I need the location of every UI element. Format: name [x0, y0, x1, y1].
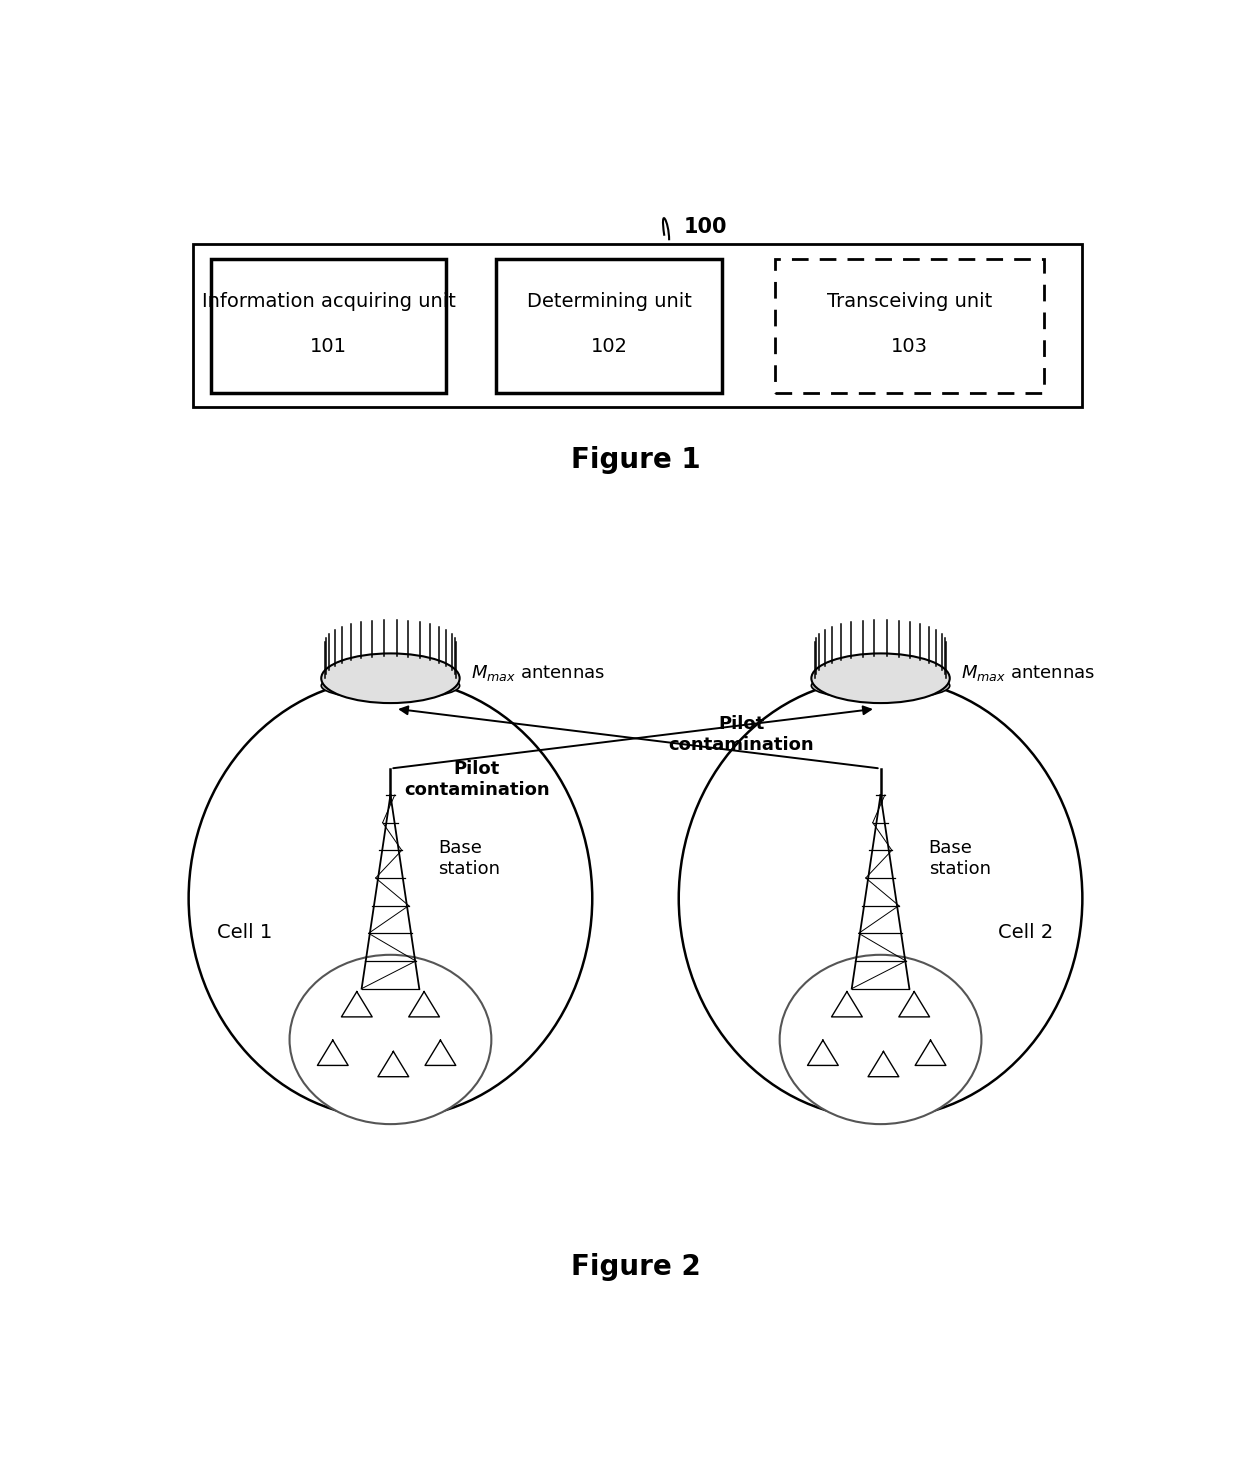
- Bar: [211, 259, 446, 393]
- Ellipse shape: [321, 671, 460, 699]
- Bar: [193, 243, 1083, 408]
- Text: Base
station: Base station: [929, 840, 991, 878]
- Text: 102: 102: [590, 337, 627, 356]
- Text: Cell 2: Cell 2: [998, 922, 1054, 941]
- Text: 103: 103: [890, 337, 928, 356]
- Ellipse shape: [321, 654, 460, 704]
- Text: Information acquiring unit: Information acquiring unit: [202, 292, 455, 311]
- Ellipse shape: [811, 671, 950, 699]
- Text: Transceiving unit: Transceiving unit: [827, 292, 992, 311]
- Text: Determining unit: Determining unit: [527, 292, 692, 311]
- Text: $M_{max}$ antennas: $M_{max}$ antennas: [961, 663, 1095, 683]
- Text: Figure 2: Figure 2: [570, 1253, 701, 1281]
- Text: 100: 100: [683, 217, 727, 236]
- Ellipse shape: [188, 679, 593, 1119]
- Ellipse shape: [289, 954, 491, 1124]
- Text: $M_{max}$ antennas: $M_{max}$ antennas: [471, 663, 605, 683]
- Ellipse shape: [780, 954, 982, 1124]
- Bar: [496, 259, 722, 393]
- Text: Figure 1: Figure 1: [570, 446, 701, 475]
- Text: 101: 101: [310, 337, 347, 356]
- Text: Base
station: Base station: [439, 840, 501, 878]
- Bar: [775, 259, 1044, 393]
- Text: Cell 1: Cell 1: [217, 922, 273, 941]
- Text: Pilot
contamination: Pilot contamination: [668, 715, 813, 754]
- Ellipse shape: [811, 654, 950, 704]
- Text: Pilot
contamination: Pilot contamination: [404, 761, 549, 799]
- Ellipse shape: [678, 679, 1083, 1119]
